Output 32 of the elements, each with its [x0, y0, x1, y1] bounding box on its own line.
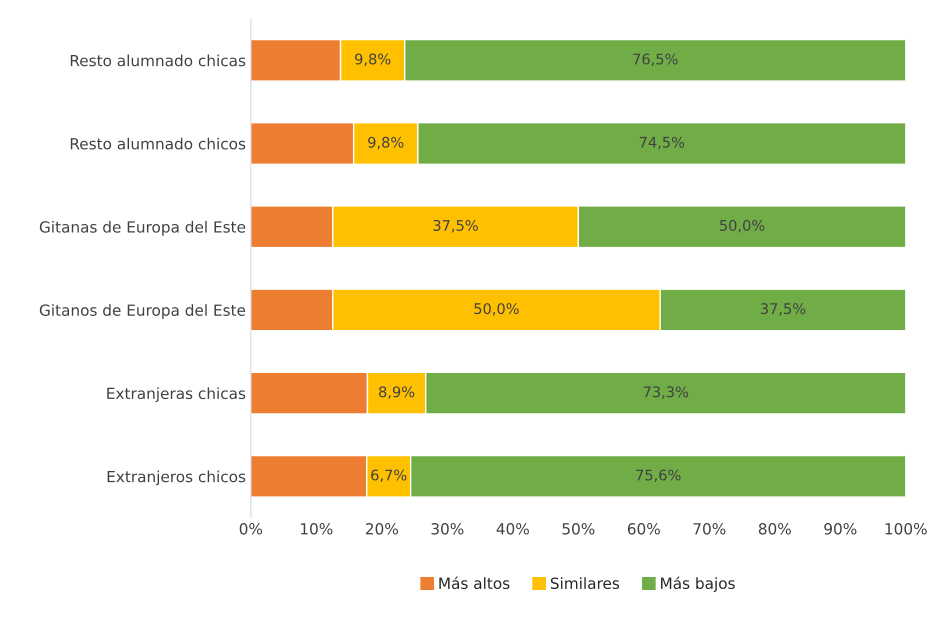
y-tick-label: Gitanas de Europa del Este	[40, 220, 246, 236]
data-label: 50,0%	[474, 303, 519, 316]
x-tick-label: 30%	[432, 523, 464, 535]
data-label: 76,5%	[633, 54, 678, 66]
legend-label: Más altos	[439, 576, 510, 590]
x-tick-label: 50%	[562, 523, 594, 535]
x-tick-label: 80%	[758, 523, 791, 535]
y-tick-label: Resto alumnado chicos	[70, 138, 246, 150]
y-tick-label: Gitanos de Europa del Este	[40, 304, 246, 319]
data-label: 37,5%	[760, 303, 806, 316]
data-label: 9,8%	[355, 54, 390, 66]
legend-label: Similares	[550, 577, 620, 590]
data-label: 6,7%	[371, 470, 406, 482]
data-label: 37,5%	[433, 220, 478, 232]
data-label: 73,3%	[644, 386, 688, 399]
y-tick-label: Extranjeros chicos	[108, 470, 246, 486]
x-tick-label: 90%	[824, 523, 856, 535]
x-tick-label: 10%	[301, 523, 332, 535]
x-tick-label: 70%	[694, 523, 726, 535]
data-label: 75,6%	[636, 470, 681, 482]
x-tick-label: 20%	[366, 523, 398, 535]
legend-label: Más bajos	[661, 576, 735, 592]
x-tick-label: 0%	[240, 523, 262, 535]
x-tick-label: 60%	[628, 523, 660, 535]
data-label: 50,0%	[720, 220, 764, 232]
y-tick-label: Extranjeras chicas	[107, 387, 246, 402]
data-label: 9,8%	[368, 136, 404, 150]
x-tick-label: 100%	[886, 523, 927, 535]
x-tick-label: 40%	[496, 523, 529, 535]
data-label: 8,9%	[379, 386, 414, 399]
y-tick-label: Resto alumnado chicas	[70, 54, 246, 66]
data-label: 74,5%	[640, 136, 684, 150]
